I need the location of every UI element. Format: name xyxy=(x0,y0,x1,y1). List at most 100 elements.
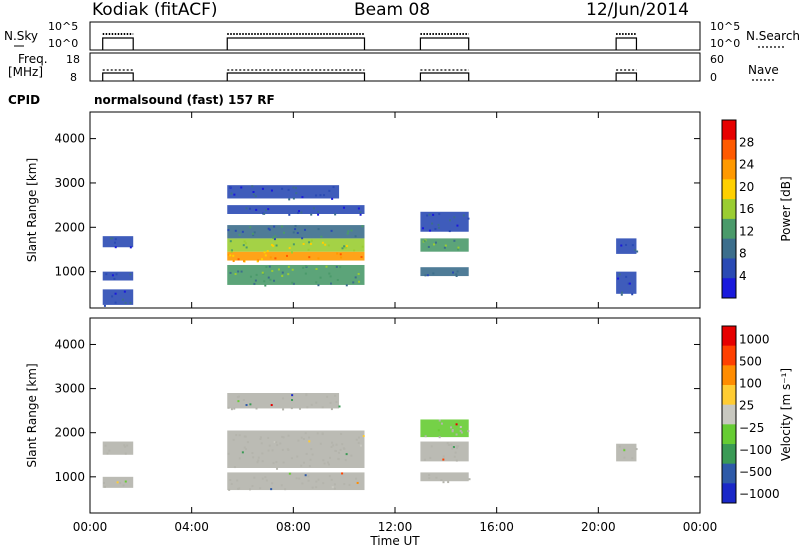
velocity-cell xyxy=(233,466,236,469)
power-colorbar-segment xyxy=(722,199,736,220)
power-cell xyxy=(233,193,236,196)
velocity-cell xyxy=(253,476,256,479)
power-region xyxy=(227,238,365,252)
power-cell xyxy=(232,260,235,263)
power-cell xyxy=(330,282,333,285)
power-cell xyxy=(252,193,255,196)
power-cell xyxy=(334,213,337,216)
freq-label-1: Freq. xyxy=(18,52,48,66)
power-cell xyxy=(273,279,276,282)
velocity-cell xyxy=(251,452,254,455)
power-cell xyxy=(295,192,298,195)
freq-tick-bottom: 8 xyxy=(70,71,77,84)
power-cell xyxy=(288,247,291,250)
power-cell xyxy=(457,248,460,251)
power-cell xyxy=(111,295,114,298)
velocity-region xyxy=(420,472,469,482)
power-cell xyxy=(227,229,230,232)
power-cell xyxy=(317,228,320,231)
velocity-cell xyxy=(442,455,445,458)
velocity-cell xyxy=(291,399,294,402)
velocity-cell xyxy=(315,486,318,489)
cpid-text: normalsound (fast) 157 RF xyxy=(94,93,275,107)
velocity-cell xyxy=(311,453,314,456)
power-cell xyxy=(354,276,357,279)
power-cell xyxy=(291,268,294,271)
power-cell xyxy=(328,189,331,192)
power-cell xyxy=(273,225,276,228)
power-cell xyxy=(109,237,112,240)
power-cell xyxy=(270,189,273,192)
velocity-cell xyxy=(256,461,259,464)
power-colorbar-frame xyxy=(721,119,737,299)
power-cell xyxy=(456,224,459,227)
power-cell xyxy=(253,282,256,285)
power-cell xyxy=(312,207,315,210)
power-cell xyxy=(229,254,232,257)
power-cell xyxy=(448,230,451,233)
velocity-colorbar-frame xyxy=(721,325,737,504)
power-ylabel: Slant Range [km] xyxy=(25,158,39,262)
power-cell xyxy=(428,213,431,216)
velocity-cell xyxy=(308,440,311,443)
power-cell xyxy=(271,269,274,272)
velocity-colorbar-tick: 1000 xyxy=(739,332,770,346)
power-cell xyxy=(272,244,275,247)
power-cell xyxy=(433,243,436,246)
power-cell xyxy=(287,188,290,191)
velocity-cell xyxy=(631,457,634,460)
power-cell xyxy=(354,235,357,238)
power-cell xyxy=(291,281,294,284)
power-cell xyxy=(114,238,117,241)
power-cell xyxy=(339,253,342,256)
power-cell xyxy=(269,278,272,281)
power-colorbar-tick: 28 xyxy=(739,135,754,149)
power-region xyxy=(227,205,365,214)
velocity-cell xyxy=(355,477,358,480)
velocity-cell xyxy=(428,474,431,477)
velocity-cell xyxy=(272,462,275,465)
power-cell xyxy=(227,253,230,256)
power-region xyxy=(102,236,134,248)
power-cell xyxy=(620,244,623,247)
power-cell xyxy=(285,254,288,257)
xtick-label: 20:00 xyxy=(581,520,616,534)
velocity-cell xyxy=(618,445,621,448)
power-cell xyxy=(443,246,446,249)
velocity-cell xyxy=(428,477,431,480)
power-cell xyxy=(271,243,274,246)
power-cell xyxy=(325,265,328,268)
velocity-cell xyxy=(315,401,318,404)
power-cell xyxy=(346,232,349,235)
power-colorbar-segment xyxy=(722,278,736,299)
power-colorbar-tick: 20 xyxy=(739,180,754,194)
velocity-colorbar-tick: −25 xyxy=(739,421,764,435)
velocity-cell xyxy=(246,441,249,444)
power-cell xyxy=(434,241,437,244)
power-cell xyxy=(308,256,311,259)
power-cell xyxy=(280,225,283,228)
power-cell xyxy=(256,260,259,263)
power-cell xyxy=(625,275,628,278)
velocity-cell xyxy=(288,472,291,475)
power-colorbar-segment xyxy=(722,179,736,200)
velocity-cell xyxy=(305,452,308,455)
power-cell xyxy=(453,239,456,242)
power-cell xyxy=(621,291,624,294)
velocity-cell xyxy=(455,423,458,426)
velocity-cell xyxy=(454,451,457,454)
power-colorbar-tick: 24 xyxy=(739,158,754,172)
velocity-cell xyxy=(345,453,348,456)
velocity-cell xyxy=(334,394,337,397)
power-cell xyxy=(618,273,621,276)
power-cell xyxy=(317,257,320,260)
velocity-cell xyxy=(106,452,109,455)
power-cell xyxy=(296,231,299,234)
power-panel-frame xyxy=(89,111,701,309)
power-cell xyxy=(287,265,290,268)
power-cell xyxy=(339,266,342,269)
velocity-cell xyxy=(282,461,285,464)
velocity-cell xyxy=(281,448,284,451)
velocity-cell xyxy=(307,475,310,478)
freq-tick-top: 18 xyxy=(66,53,80,66)
